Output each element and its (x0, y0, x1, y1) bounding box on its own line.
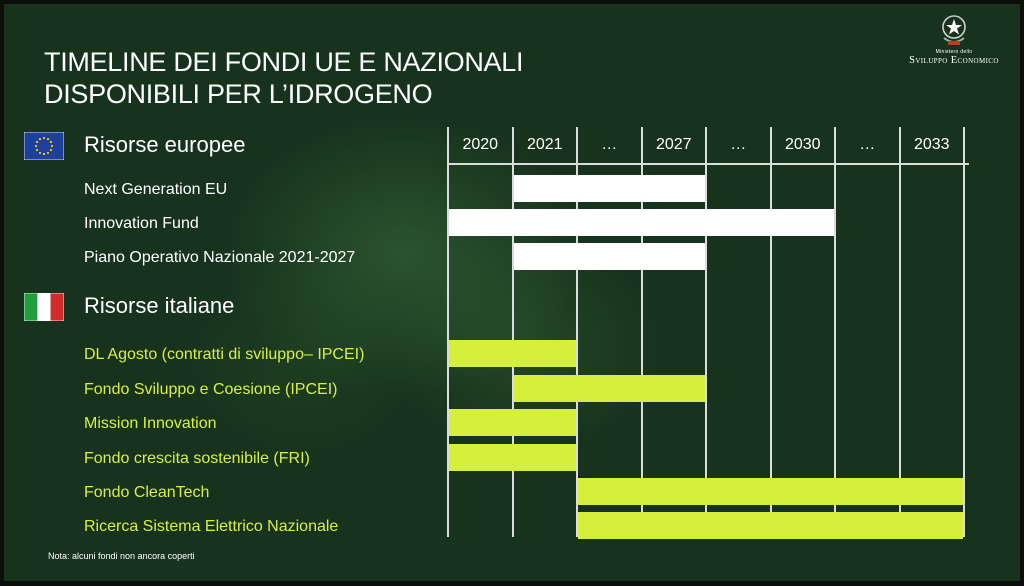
eu-star (42, 152, 46, 156)
timeline-year-0: 2020 (462, 136, 499, 153)
eu-star (46, 137, 50, 141)
page-title: TIMELINE DEI FONDI UE E NAZIONALI DISPON… (44, 46, 523, 110)
logo-line-1: Ministero dello (935, 49, 973, 55)
fund-label-mission-innovation: Mission Innovation (84, 415, 217, 432)
footnote: Nota: alcuni fondi non ancora coperti (48, 551, 195, 561)
fund-label-fcs: Fondo crescita sostenibile (FRI) (84, 450, 310, 467)
slide: TIMELINE DEI FONDI UE E NAZIONALI DISPON… (4, 4, 1020, 581)
title-line-1: TIMELINE DEI FONDI UE E NAZIONALI (44, 47, 524, 77)
timeline-gridline (447, 127, 449, 537)
fund-label-cleantech: Fondo CleanTech (84, 484, 210, 501)
fund-label-pon-2021-2027: Piano Operativo Nazionale 2021-2027 (84, 249, 356, 266)
timeline-year-1: 2021 (526, 136, 563, 153)
eu-star (35, 140, 39, 144)
timeline-gridline (769, 127, 772, 537)
timeline-grid: 2020 2021 … 2027 … 2030 … 2033 (447, 127, 969, 539)
ministry-logo: Ministero dello Sviluppo Economico (894, 14, 1014, 67)
timeline-bar-eu-0 (513, 175, 705, 202)
timeline-gridline (640, 127, 643, 537)
eu-flag-icon (24, 132, 64, 160)
timeline-bar-italy-2 (449, 409, 576, 436)
eu-star (49, 148, 53, 152)
fund-label-dl-agosto: DL Agosto (contratti di sviluppo– IPCEI) (84, 346, 365, 363)
timeline-bar-eu-1 (449, 209, 834, 236)
eu-star (34, 144, 38, 148)
timeline-bar-italy-3 (449, 444, 576, 471)
logo-line-2: Sviluppo Economico (909, 55, 999, 66)
timeline-bar-italy-1 (513, 375, 705, 402)
timeline-year-6: … (859, 136, 876, 153)
timeline-gridline (705, 127, 707, 537)
eu-star (42, 136, 46, 140)
timeline-year-5: 2030 (784, 136, 821, 153)
eu-star (35, 148, 39, 152)
fund-label-innovation-fund: Innovation Fund (84, 215, 199, 232)
timeline-gridline (576, 127, 578, 537)
eu-star (38, 151, 42, 155)
section-title-italy: Risorse italiane (84, 293, 235, 318)
timeline-year-2: … (601, 136, 618, 153)
timeline-year-4: … (730, 136, 747, 153)
timeline-gridline (511, 127, 514, 537)
fund-label-rse: Ricerca Sistema Elettrico Nazionale (84, 518, 339, 535)
timeline-gridline (834, 127, 836, 537)
title-line-2: DISPONIBILI PER L’IDROGENO (44, 79, 433, 109)
timeline-bar-italy-0 (449, 340, 576, 367)
eu-star (49, 140, 53, 144)
timeline-year-3: 2027 (655, 136, 692, 153)
eu-star (38, 137, 42, 141)
italy-flag-icon (24, 293, 64, 321)
timeline-header-line (447, 163, 969, 165)
timeline-year-7: 2033 (913, 136, 950, 153)
fund-label-fsc: Fondo Sviluppo e Coesione (IPCEI) (84, 381, 338, 398)
timeline-bar-italy-5 (578, 512, 963, 539)
fund-label-next-generation-eu: Next Generation EU (84, 181, 228, 198)
timeline-gridline (963, 127, 965, 537)
timeline-bar-italy-4 (578, 478, 963, 505)
eu-star (46, 151, 50, 155)
eu-star (50, 144, 54, 148)
timeline-gridline (898, 127, 901, 537)
italian-emblem-icon (942, 15, 966, 45)
section-title-eu: Risorse europee (84, 132, 246, 157)
timeline-bar-eu-2 (513, 243, 705, 270)
